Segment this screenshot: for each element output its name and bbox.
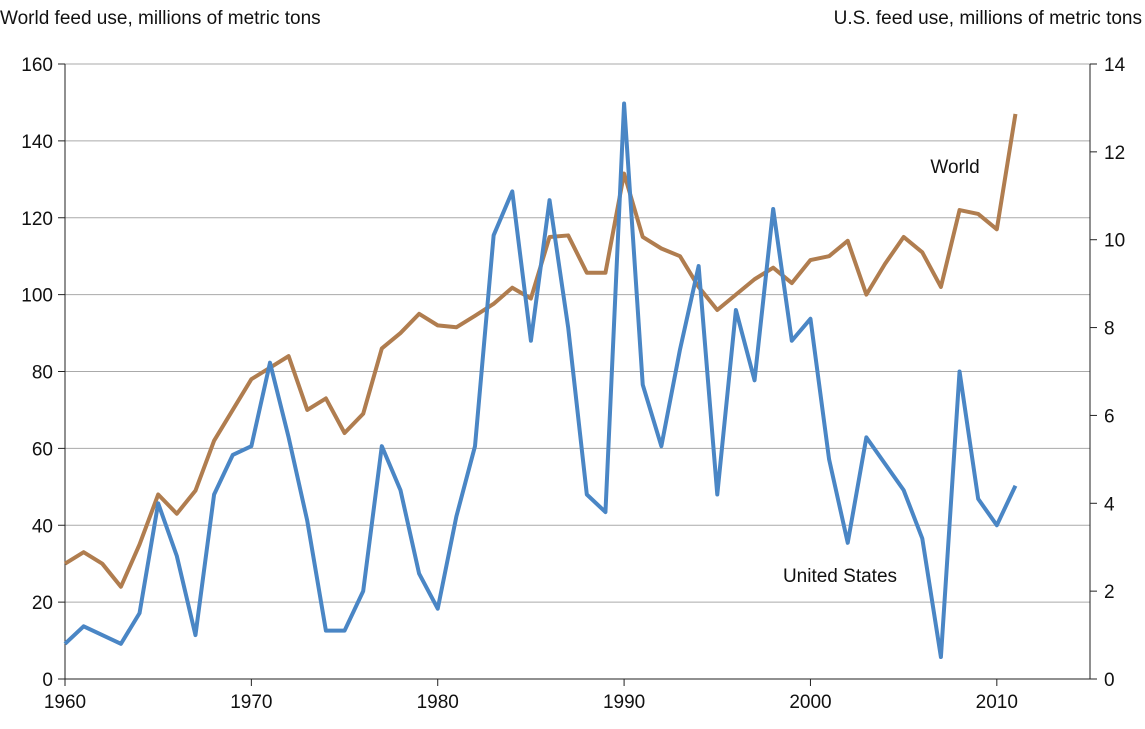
y-tick-label: 0	[42, 670, 53, 691]
y-tick-label: 60	[32, 439, 53, 460]
annotation: World	[930, 157, 979, 178]
x-tick-label: 1980	[417, 692, 459, 713]
y2-tick-label: 12	[1104, 143, 1125, 164]
x-tick-label: 2000	[789, 692, 831, 713]
annotation: United States	[783, 566, 897, 587]
y2-tick-label: 2	[1104, 582, 1115, 603]
y2-tick-label: 6	[1104, 406, 1115, 427]
y-tick-label: 20	[32, 593, 53, 614]
y-tick-label: 100	[21, 286, 53, 307]
y2-axis-title: U.S. feed use, millions of metric tons	[834, 8, 1142, 29]
y2-tick-label: 8	[1104, 319, 1115, 340]
x-tick-label: 2010	[976, 692, 1018, 713]
x-tick-label: 1970	[230, 692, 272, 713]
y-tick-label: 40	[32, 516, 53, 537]
y-tick-label: 80	[32, 363, 53, 384]
y2-tick-label: 14	[1104, 55, 1126, 76]
y-tick-label: 120	[21, 209, 53, 230]
y-tick-label: 140	[21, 132, 53, 153]
data-line	[63, 113, 1018, 589]
x-tick-label: 1990	[603, 692, 645, 713]
y2-tick-label: 4	[1104, 494, 1115, 515]
y-axis-title: World feed use, millions of metric tons	[0, 8, 321, 29]
y-tick-label: 160	[21, 55, 53, 76]
y2-tick-label: 0	[1104, 670, 1115, 691]
y2-tick-label: 10	[1104, 231, 1125, 252]
x-tick-label: 1960	[44, 692, 86, 713]
data-line	[63, 101, 1018, 660]
